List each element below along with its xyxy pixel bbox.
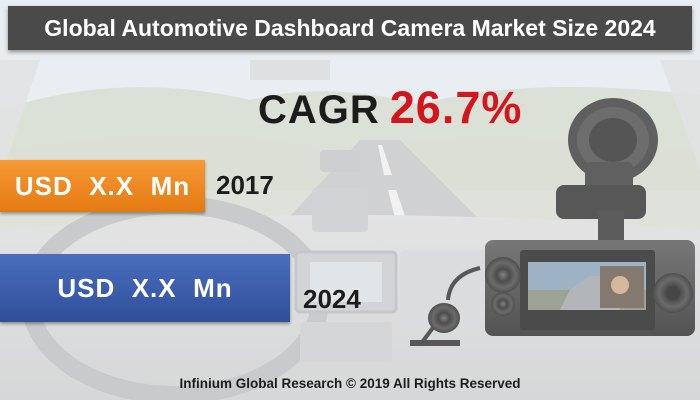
a-pillar-right — [660, 60, 700, 170]
dashcam — [485, 240, 695, 336]
cagr-callout: CAGR 26.7% — [258, 82, 522, 134]
year-label-2017: 2017 — [216, 170, 274, 200]
center-console — [300, 322, 392, 362]
market-size-label-2017: USD X.X Mn — [14, 170, 191, 201]
copyright-footer: Infinium Global Research © 2019 All Righ… — [179, 376, 521, 391]
market-size-bar-2024: USD X.X Mn — [0, 254, 290, 322]
center-screen-display — [310, 262, 382, 302]
air-vent — [400, 250, 490, 330]
cagr-value: 26.7% — [389, 82, 523, 133]
market-size-bar-2017: USD X.X Mn — [0, 160, 205, 212]
page-title: Global Automotive Dashboard Camera Marke… — [44, 14, 656, 41]
title-banner: Global Automotive Dashboard Camera Marke… — [8, 6, 692, 50]
year-label-2024: 2024 — [303, 284, 361, 314]
a-pillar-left — [0, 60, 40, 180]
market-size-label-2024: USD X.X Mn — [57, 272, 233, 303]
mirror — [250, 60, 330, 80]
cagr-label: CAGR — [258, 88, 380, 132]
rear-camera — [410, 266, 481, 347]
road-markings — [378, 145, 410, 230]
mount-camera-ghost — [320, 150, 360, 172]
small-dashcam-ghost — [312, 188, 368, 232]
